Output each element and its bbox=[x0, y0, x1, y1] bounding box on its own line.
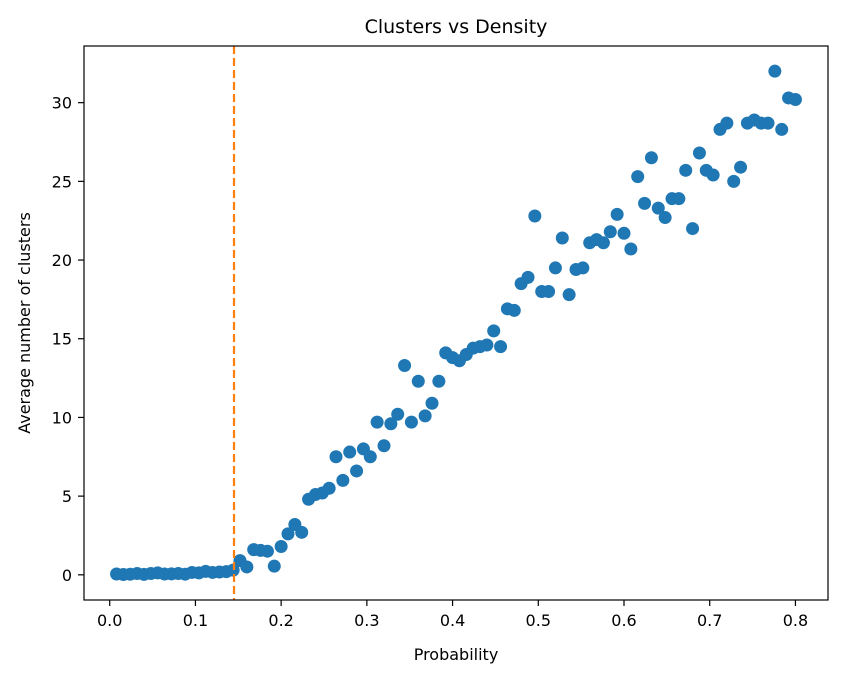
y-tick-label: 20 bbox=[52, 251, 72, 270]
data-point bbox=[596, 236, 610, 250]
data-point bbox=[686, 222, 700, 236]
data-point bbox=[350, 464, 364, 478]
data-point bbox=[370, 415, 384, 429]
data-point bbox=[658, 211, 672, 225]
y-tick-label: 10 bbox=[52, 408, 72, 427]
data-point bbox=[267, 559, 281, 573]
data-point bbox=[638, 196, 652, 210]
data-point bbox=[274, 539, 288, 553]
x-tick-label: 0.5 bbox=[526, 611, 551, 630]
chart-title: Clusters vs Density bbox=[365, 16, 548, 38]
y-tick-label: 15 bbox=[52, 330, 72, 349]
data-point bbox=[281, 527, 295, 541]
data-point bbox=[692, 146, 706, 160]
data-point bbox=[775, 122, 789, 136]
data-point bbox=[507, 303, 521, 317]
data-point bbox=[548, 261, 562, 275]
data-point bbox=[363, 450, 377, 464]
x-tick-label: 0.8 bbox=[783, 611, 808, 630]
data-point bbox=[727, 174, 741, 188]
data-point bbox=[768, 64, 782, 78]
data-point bbox=[329, 450, 343, 464]
data-point bbox=[343, 445, 357, 459]
data-point bbox=[679, 163, 693, 177]
data-point bbox=[432, 374, 446, 388]
plot-frame bbox=[83, 45, 829, 601]
y-tick-label: 25 bbox=[52, 172, 72, 191]
plot-background bbox=[84, 46, 828, 600]
data-point bbox=[610, 207, 624, 221]
data-point bbox=[411, 374, 425, 388]
data-point bbox=[706, 168, 720, 182]
data-point bbox=[651, 201, 665, 215]
data-point bbox=[624, 242, 638, 256]
data-point bbox=[734, 160, 748, 174]
x-tick-label: 0.6 bbox=[611, 611, 636, 630]
x-tick-label: 0.3 bbox=[354, 611, 379, 630]
data-point bbox=[260, 544, 274, 558]
data-point bbox=[576, 261, 590, 275]
data-point bbox=[494, 340, 508, 354]
data-point bbox=[240, 560, 254, 574]
data-point bbox=[418, 409, 432, 423]
data-point bbox=[528, 209, 542, 223]
data-point bbox=[761, 116, 775, 130]
data-point bbox=[672, 192, 686, 206]
y-axis-label: Average number of clusters bbox=[15, 212, 34, 434]
x-tick-label: 0.2 bbox=[268, 611, 293, 630]
data-point bbox=[226, 563, 240, 577]
y-tick-label: 5 bbox=[62, 487, 72, 506]
data-point bbox=[391, 407, 405, 421]
data-point bbox=[322, 481, 336, 495]
data-point bbox=[377, 439, 391, 453]
data-point bbox=[644, 151, 658, 165]
x-tick-label: 0.0 bbox=[97, 611, 122, 630]
y-tick-label: 30 bbox=[52, 94, 72, 113]
data-point bbox=[788, 93, 802, 107]
x-tick-label: 0.1 bbox=[183, 611, 208, 630]
data-point bbox=[404, 415, 418, 429]
x-tick-label: 0.7 bbox=[697, 611, 722, 630]
data-point bbox=[542, 285, 556, 299]
data-point bbox=[603, 225, 617, 239]
data-point bbox=[562, 288, 576, 302]
data-point bbox=[631, 170, 645, 184]
data-point bbox=[425, 396, 439, 410]
data-point bbox=[398, 358, 412, 372]
x-axis-label: Probability bbox=[414, 645, 499, 664]
y-tick-label: 0 bbox=[62, 566, 72, 585]
data-point bbox=[617, 226, 631, 240]
data-point bbox=[720, 116, 734, 130]
data-point bbox=[336, 473, 350, 487]
data-point bbox=[480, 338, 494, 352]
data-point bbox=[521, 270, 535, 284]
x-tick-label: 0.4 bbox=[440, 611, 465, 630]
data-point bbox=[384, 417, 398, 431]
plot-area: 0.0 0.1 0.2 0.3 0.4 0.5 0.6 0.7 0.8 0 5 10 15 20 25 30 bbox=[52, 45, 829, 630]
data-point bbox=[295, 525, 309, 539]
data-point bbox=[555, 231, 569, 245]
data-point bbox=[487, 324, 501, 338]
